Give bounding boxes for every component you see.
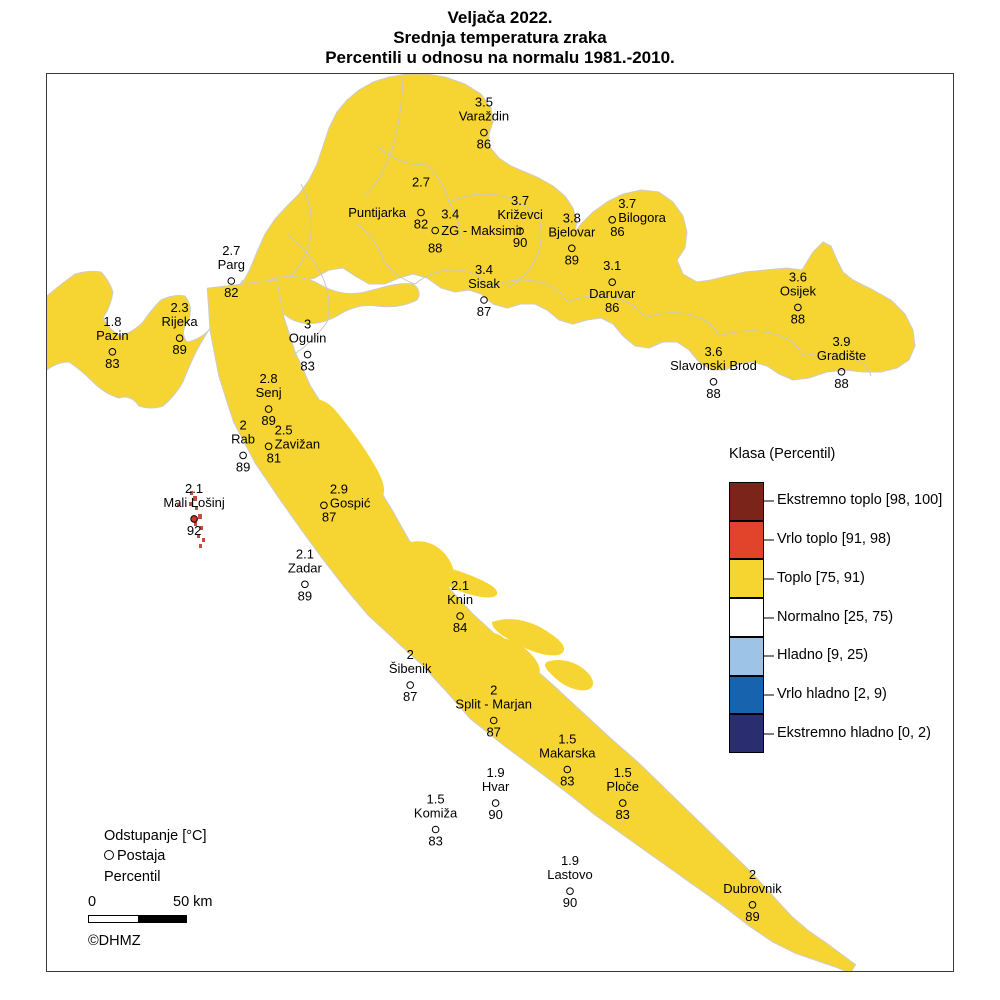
svg-text:1.9: 1.9: [561, 853, 579, 868]
svg-text:Pazin: Pazin: [96, 328, 129, 343]
svg-text:Rab: Rab: [231, 431, 255, 446]
svg-text:82: 82: [414, 217, 428, 232]
svg-text:2.5: 2.5: [275, 422, 293, 437]
svg-text:3.8: 3.8: [563, 210, 581, 225]
svg-text:2: 2: [239, 417, 246, 432]
svg-text:Gospić: Gospić: [330, 495, 371, 510]
svg-text:89: 89: [745, 909, 759, 924]
svg-text:83: 83: [428, 834, 442, 849]
svg-text:Dubrovnik: Dubrovnik: [723, 881, 782, 896]
svg-text:3: 3: [304, 317, 311, 332]
svg-text:83: 83: [300, 359, 314, 374]
svg-text:83: 83: [560, 774, 574, 789]
svg-text:2: 2: [490, 683, 497, 698]
svg-text:88: 88: [428, 241, 442, 256]
svg-text:89: 89: [298, 588, 312, 603]
svg-text:Mali Lošinj: Mali Lošinj: [163, 495, 225, 510]
svg-text:Šibenik: Šibenik: [389, 661, 432, 676]
svg-text:Gradište: Gradište: [817, 348, 866, 363]
svg-text:90: 90: [488, 807, 502, 822]
svg-text:2.1: 2.1: [185, 481, 203, 496]
svg-text:82: 82: [224, 285, 238, 300]
svg-text:2.7: 2.7: [412, 175, 430, 190]
svg-text:Daruvar: Daruvar: [589, 286, 636, 301]
svg-text:Križevci: Križevci: [497, 207, 543, 222]
svg-text:Bilogora: Bilogora: [618, 210, 666, 225]
svg-text:92: 92: [187, 523, 201, 538]
svg-text:ZG - Maksimir: ZG - Maksimir: [441, 223, 523, 238]
svg-text:Varaždin: Varaždin: [459, 109, 509, 124]
svg-text:3.5: 3.5: [475, 95, 493, 110]
svg-text:88: 88: [791, 311, 805, 326]
svg-text:2.9: 2.9: [330, 481, 348, 496]
svg-text:Rijeka: Rijeka: [162, 314, 199, 329]
svg-text:83: 83: [615, 807, 629, 822]
svg-text:2.8: 2.8: [260, 371, 278, 386]
svg-text:1.9: 1.9: [487, 765, 505, 780]
svg-text:3.9: 3.9: [832, 334, 850, 349]
svg-text:87: 87: [403, 689, 417, 704]
svg-text:89: 89: [172, 342, 186, 357]
svg-text:Osijek: Osijek: [780, 283, 817, 298]
svg-text:Zavižan: Zavižan: [275, 436, 321, 451]
svg-text:89: 89: [565, 252, 579, 267]
svg-text:Zadar: Zadar: [288, 560, 323, 575]
svg-text:90: 90: [563, 895, 577, 910]
svg-text:3.7: 3.7: [511, 193, 529, 208]
svg-text:Slavonski Brod: Slavonski Brod: [670, 358, 757, 373]
svg-text:87: 87: [486, 725, 500, 740]
svg-text:2: 2: [407, 647, 414, 662]
svg-text:3.6: 3.6: [789, 269, 807, 284]
svg-text:2.1: 2.1: [451, 578, 469, 593]
svg-text:Ogulin: Ogulin: [289, 331, 327, 346]
svg-text:89: 89: [236, 459, 250, 474]
svg-text:2.7: 2.7: [222, 243, 240, 258]
svg-text:2.3: 2.3: [171, 300, 189, 315]
svg-text:1.5: 1.5: [427, 792, 445, 807]
svg-text:Lastovo: Lastovo: [547, 867, 593, 882]
svg-text:1.8: 1.8: [103, 314, 121, 329]
svg-text:88: 88: [706, 386, 720, 401]
svg-text:Knin: Knin: [447, 592, 473, 607]
svg-text:86: 86: [610, 224, 624, 239]
svg-text:3.4: 3.4: [441, 207, 459, 222]
svg-text:3.6: 3.6: [704, 344, 722, 359]
svg-text:86: 86: [477, 137, 491, 152]
svg-text:1.5: 1.5: [614, 765, 632, 780]
svg-text:Sisak: Sisak: [468, 276, 500, 291]
svg-text:88: 88: [834, 376, 848, 391]
svg-text:Ploče: Ploče: [606, 779, 639, 794]
svg-text:86: 86: [605, 300, 619, 315]
svg-text:3.1: 3.1: [603, 258, 621, 273]
svg-text:Parg: Parg: [218, 257, 245, 272]
svg-text:81: 81: [267, 450, 281, 465]
svg-text:Makarska: Makarska: [539, 746, 596, 761]
svg-text:Bjelovar: Bjelovar: [548, 224, 596, 239]
svg-text:Hvar: Hvar: [482, 779, 510, 794]
svg-text:87: 87: [477, 304, 491, 319]
svg-text:84: 84: [453, 620, 467, 635]
svg-text:1.5: 1.5: [558, 732, 576, 747]
svg-text:Senj: Senj: [256, 385, 282, 400]
svg-text:Komiža: Komiža: [414, 806, 458, 821]
svg-text:83: 83: [105, 356, 119, 371]
svg-text:3.4: 3.4: [475, 262, 493, 277]
svg-text:2: 2: [749, 867, 756, 882]
svg-text:Puntijarka: Puntijarka: [348, 205, 407, 220]
svg-text:87: 87: [322, 509, 336, 524]
svg-text:2.1: 2.1: [296, 546, 314, 561]
svg-text:3.7: 3.7: [618, 196, 636, 211]
svg-text:Split - Marjan: Split - Marjan: [455, 697, 532, 712]
